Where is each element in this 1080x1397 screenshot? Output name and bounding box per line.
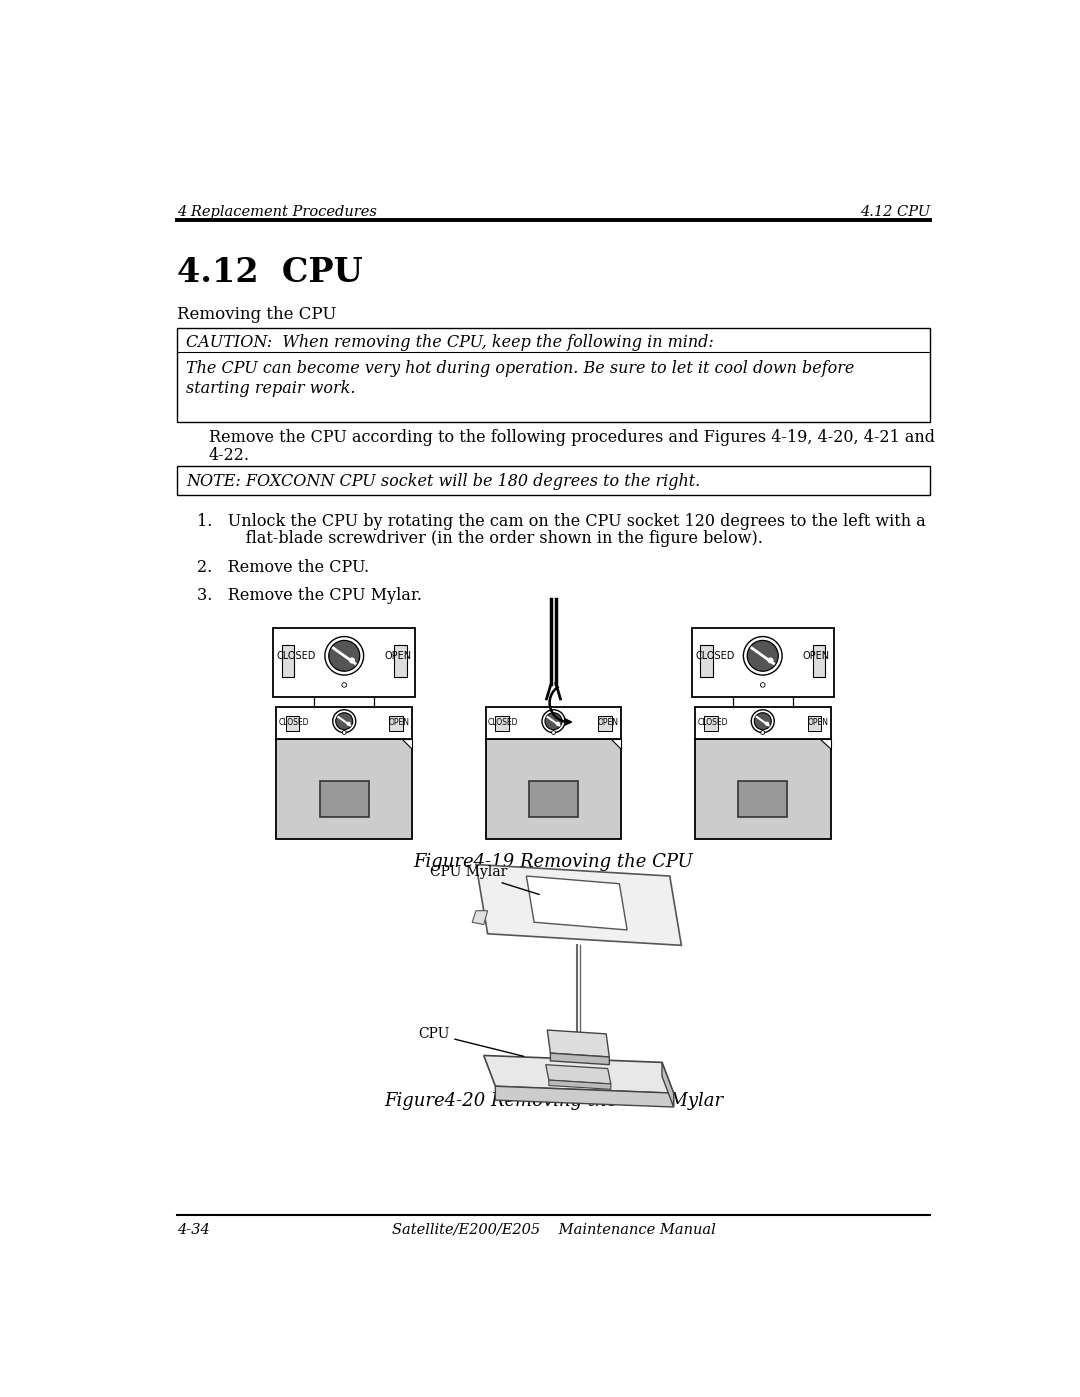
Circle shape <box>342 683 347 687</box>
Text: Figure4-19 Removing the CPU: Figure4-19 Removing the CPU <box>414 854 693 870</box>
Bar <box>320 781 368 817</box>
Bar <box>700 645 713 676</box>
Circle shape <box>545 712 562 729</box>
Bar <box>486 739 621 840</box>
Text: Removing the CPU: Removing the CPU <box>177 306 336 323</box>
Bar <box>282 645 295 676</box>
Circle shape <box>350 658 354 662</box>
Text: OPEN: OPEN <box>807 718 828 728</box>
Circle shape <box>752 710 774 732</box>
Circle shape <box>347 722 350 725</box>
Text: CPU Mylar: CPU Mylar <box>430 865 539 894</box>
Bar <box>812 645 825 676</box>
Polygon shape <box>545 1065 611 1084</box>
Circle shape <box>342 731 347 735</box>
Polygon shape <box>476 865 681 946</box>
Text: CLOSED: CLOSED <box>488 718 518 728</box>
Text: 4-22.: 4-22. <box>208 447 249 464</box>
Circle shape <box>556 722 559 725</box>
Text: CLOSED: CLOSED <box>696 651 734 661</box>
Polygon shape <box>472 911 488 925</box>
Circle shape <box>552 731 555 735</box>
Circle shape <box>542 710 565 732</box>
Text: starting repair work.: starting repair work. <box>186 380 355 397</box>
Text: 4.12 CPU: 4.12 CPU <box>860 204 930 218</box>
Text: The CPU can become very hot during operation. Be sure to let it cool down before: The CPU can become very hot during opera… <box>186 360 854 377</box>
Circle shape <box>743 637 782 675</box>
Bar <box>704 717 718 731</box>
Circle shape <box>760 683 765 687</box>
Text: flat-blade screwdriver (in the order shown in the figure below).: flat-blade screwdriver (in the order sho… <box>220 529 764 546</box>
Bar <box>286 717 299 731</box>
Bar <box>276 739 413 840</box>
Circle shape <box>760 731 765 735</box>
Polygon shape <box>662 1062 674 1106</box>
Text: Figure4-20 Removing the CPU Mylar: Figure4-20 Removing the CPU Mylar <box>383 1091 724 1109</box>
Bar <box>276 707 413 739</box>
Bar <box>529 781 578 817</box>
Circle shape <box>754 712 771 729</box>
Circle shape <box>766 722 768 725</box>
Text: Satellite/E200/E205    Maintenance Manual: Satellite/E200/E205 Maintenance Manual <box>392 1222 715 1236</box>
Text: 4 Replacement Procedures: 4 Replacement Procedures <box>177 204 377 218</box>
Polygon shape <box>484 1056 674 1094</box>
Text: NOTE: FOXCONN CPU socket will be 180 degrees to the right.: NOTE: FOXCONN CPU socket will be 180 deg… <box>186 472 701 489</box>
Text: 4.12  CPU: 4.12 CPU <box>177 256 363 289</box>
Polygon shape <box>402 739 413 749</box>
Text: OPEN: OPEN <box>389 718 409 728</box>
Bar <box>694 707 831 739</box>
Polygon shape <box>821 739 831 749</box>
Bar <box>177 467 930 495</box>
Bar <box>808 717 821 731</box>
Bar <box>177 328 930 422</box>
Circle shape <box>325 637 364 675</box>
Text: Remove the CPU according to the following procedures and Figures 4-19, 4-20, 4-2: Remove the CPU according to the followin… <box>208 429 934 447</box>
Bar <box>486 707 621 739</box>
Text: 4-34: 4-34 <box>177 1222 210 1236</box>
Polygon shape <box>526 876 627 930</box>
Polygon shape <box>549 1080 611 1090</box>
Polygon shape <box>548 1030 609 1058</box>
Text: CPU: CPU <box>418 1027 524 1056</box>
Bar <box>598 717 611 731</box>
Bar <box>739 781 787 817</box>
Polygon shape <box>551 1053 609 1065</box>
Text: OPEN: OPEN <box>598 718 619 728</box>
Text: OPEN: OPEN <box>384 651 411 661</box>
Text: 1.   Unlock the CPU by rotating the cam on the CPU socket 120 degrees to the lef: 1. Unlock the CPU by rotating the cam on… <box>197 513 926 529</box>
Bar <box>694 739 831 840</box>
Text: CLOSED: CLOSED <box>698 718 728 728</box>
Bar <box>389 717 403 731</box>
Text: CLOSED: CLOSED <box>279 718 309 728</box>
Circle shape <box>768 658 773 662</box>
Text: CLOSED: CLOSED <box>276 651 316 661</box>
Bar <box>394 645 407 676</box>
Bar <box>691 629 834 697</box>
Polygon shape <box>496 1087 674 1106</box>
Circle shape <box>747 640 779 671</box>
Text: OPEN: OPEN <box>802 651 831 661</box>
Text: 3.   Remove the CPU Mylar.: 3. Remove the CPU Mylar. <box>197 587 422 605</box>
Polygon shape <box>611 739 621 749</box>
Circle shape <box>333 710 355 732</box>
Text: CAUTION:  When removing the CPU, keep the following in mind:: CAUTION: When removing the CPU, keep the… <box>186 334 714 351</box>
Bar <box>273 629 416 697</box>
Circle shape <box>328 640 360 671</box>
Text: 2.   Remove the CPU.: 2. Remove the CPU. <box>197 559 369 576</box>
Bar <box>496 717 509 731</box>
Circle shape <box>336 712 353 729</box>
